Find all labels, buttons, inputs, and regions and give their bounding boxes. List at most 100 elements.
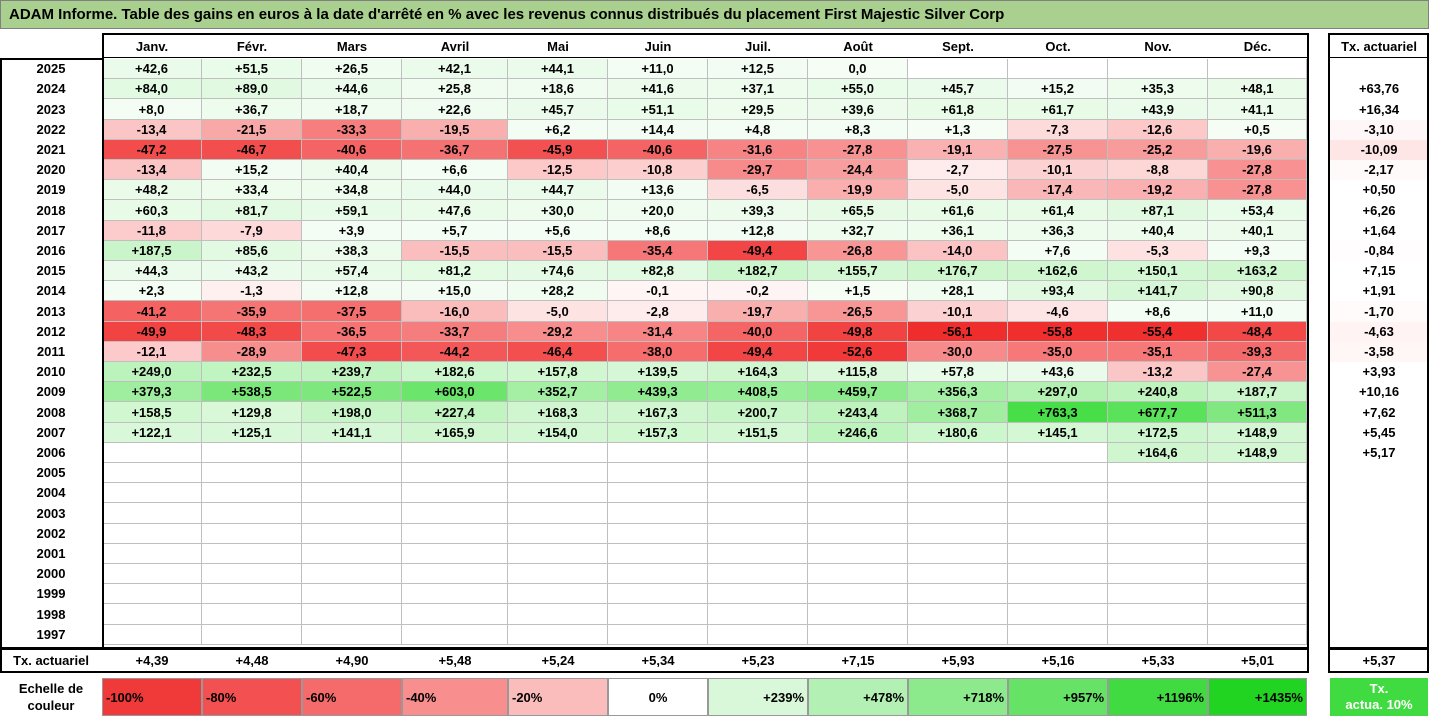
legend-swatch: -60% [302, 677, 402, 716]
table-cell: +43,9 [1108, 99, 1208, 120]
table-cell: +1,3 [908, 120, 1008, 140]
table-cell: +13,6 [608, 180, 708, 200]
table-cell [402, 604, 508, 625]
table-cell: +154,0 [508, 423, 608, 443]
table-cell [302, 443, 402, 463]
table-cell: -15,5 [508, 241, 608, 261]
table-cell [102, 625, 202, 645]
rate-cell [1330, 59, 1428, 79]
table-cell: +459,7 [808, 382, 908, 402]
table-cell: +249,0 [102, 362, 202, 382]
table-cell [708, 443, 808, 463]
rate-cell [1330, 483, 1428, 503]
table-cell: -0,2 [708, 281, 808, 301]
year-label: 1998 [0, 604, 102, 625]
table-cell [102, 463, 202, 483]
table-cell: +43,2 [202, 261, 302, 281]
table-cell: +53,4 [1208, 200, 1307, 221]
table-cell: +51,1 [608, 99, 708, 120]
table-cell [102, 584, 202, 604]
table-cell [908, 604, 1008, 625]
table-cell [908, 524, 1008, 544]
table-cell [302, 584, 402, 604]
table-cell: -10,8 [608, 160, 708, 180]
table-cell: +3,9 [302, 221, 402, 241]
table-cell: -55,4 [1108, 322, 1208, 342]
table-cell: 0,0 [808, 59, 908, 79]
table-cell: +30,0 [508, 200, 608, 221]
table-cell: +89,0 [202, 79, 302, 99]
table-cell [202, 524, 302, 544]
table-cell: +61,6 [908, 200, 1008, 221]
footer-cell: +5,24 [508, 648, 608, 672]
table-cell [1008, 625, 1108, 645]
year-label: 2005 [0, 463, 102, 483]
table-cell [1108, 564, 1208, 584]
table-cell [402, 584, 508, 604]
table-cell [1008, 503, 1108, 524]
year-label: 2017 [0, 221, 102, 241]
table-cell: +368,7 [908, 402, 1008, 423]
rate-cell [1330, 564, 1428, 584]
table-cell: +15,2 [1008, 79, 1108, 99]
table-cell [908, 463, 1008, 483]
table-cell: +81,2 [402, 261, 508, 281]
table-cell [302, 544, 402, 564]
year-label: 2023 [0, 99, 102, 120]
table-cell [1108, 59, 1208, 79]
month-header: Juin [608, 35, 708, 58]
legend-swatch: +718% [908, 677, 1008, 716]
footer-rate: +5,37 [1330, 648, 1428, 672]
table-cell: +511,3 [1208, 402, 1307, 423]
table-cell: -8,8 [1108, 160, 1208, 180]
table-cell [808, 625, 908, 645]
month-header: Janv. [102, 35, 202, 58]
table-cell: +187,7 [1208, 382, 1307, 402]
table-cell: -19,1 [908, 140, 1008, 160]
table-cell: -17,4 [1008, 180, 1108, 200]
table-cell: -49,8 [808, 322, 908, 342]
table-cell: +8,6 [608, 221, 708, 241]
footer-cell: +5,33 [1108, 648, 1208, 672]
table-cell: +246,6 [808, 423, 908, 443]
rate-cell [1330, 625, 1428, 645]
table-cell: +44,7 [508, 180, 608, 200]
table-cell [708, 584, 808, 604]
table-cell: +90,8 [1208, 281, 1307, 301]
table-cell: +18,6 [508, 79, 608, 99]
table-cell: +59,1 [302, 200, 402, 221]
table-cell [808, 503, 908, 524]
legend-swatch: -40% [402, 677, 508, 716]
legend-label: Echelle de couleur [0, 678, 102, 716]
rate-cell: +7,62 [1330, 402, 1428, 423]
table-cell [402, 544, 508, 564]
table-cell [508, 524, 608, 544]
table-cell: +239,7 [302, 362, 402, 382]
legend-swatch: -100% [102, 677, 202, 716]
table-cell [202, 625, 302, 645]
table-cell [1008, 604, 1108, 625]
month-header: Avril [402, 35, 508, 58]
table-cell [202, 584, 302, 604]
rate-cell: +63,76 [1330, 79, 1428, 99]
rate-cell: +1,64 [1330, 221, 1428, 241]
table-cell: +1,5 [808, 281, 908, 301]
table-cell: +43,6 [1008, 362, 1108, 382]
table-cell [608, 483, 708, 503]
table-cell: +6,6 [402, 160, 508, 180]
table-cell: +0,5 [1208, 120, 1307, 140]
year-label: 2008 [0, 402, 102, 423]
table-cell [508, 483, 608, 503]
year-label: 2001 [0, 544, 102, 564]
table-cell: +39,6 [808, 99, 908, 120]
table-cell: +47,6 [402, 200, 508, 221]
table-cell: +36,7 [202, 99, 302, 120]
table-cell [508, 443, 608, 463]
legend-swatch: -20% [508, 677, 608, 716]
table-cell [908, 584, 1008, 604]
year-label: 2002 [0, 524, 102, 544]
table-cell: +61,7 [1008, 99, 1108, 120]
table-cell [1008, 524, 1108, 544]
table-cell: +55,0 [808, 79, 908, 99]
table-cell: +34,8 [302, 180, 402, 200]
